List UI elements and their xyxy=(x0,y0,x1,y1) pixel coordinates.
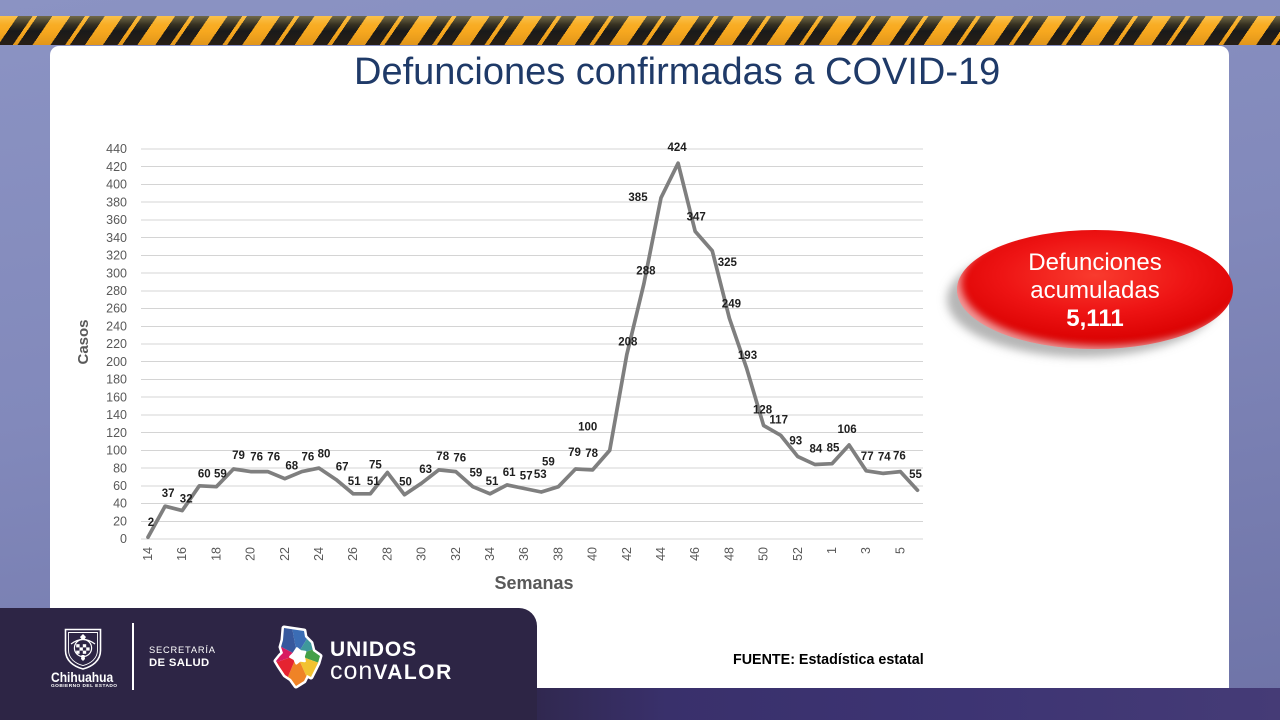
svg-text:76: 76 xyxy=(302,452,315,464)
svg-text:424: 424 xyxy=(668,142,688,154)
svg-text:140: 140 xyxy=(106,408,127,422)
svg-text:51: 51 xyxy=(486,476,499,488)
svg-text:22: 22 xyxy=(278,547,292,561)
svg-text:78: 78 xyxy=(436,451,449,463)
svg-text:50: 50 xyxy=(757,547,771,561)
svg-text:76: 76 xyxy=(267,452,280,464)
svg-text:59: 59 xyxy=(470,468,483,480)
svg-text:120: 120 xyxy=(106,426,127,440)
svg-text:117: 117 xyxy=(769,414,788,426)
svg-text:5: 5 xyxy=(893,547,907,554)
svg-text:37: 37 xyxy=(162,488,175,500)
svg-text:325: 325 xyxy=(718,257,738,269)
svg-text:30: 30 xyxy=(415,547,429,561)
svg-text:385: 385 xyxy=(628,192,648,204)
svg-text:79: 79 xyxy=(232,450,245,462)
svg-text:1: 1 xyxy=(825,547,839,554)
svg-text:74: 74 xyxy=(878,451,891,463)
svg-text:76: 76 xyxy=(453,453,466,465)
svg-text:300: 300 xyxy=(106,266,127,280)
svg-text:52: 52 xyxy=(791,547,805,561)
svg-text:38: 38 xyxy=(551,547,565,561)
svg-text:180: 180 xyxy=(106,373,127,387)
svg-text:160: 160 xyxy=(106,390,127,404)
svg-text:440: 440 xyxy=(106,142,127,156)
svg-text:128: 128 xyxy=(753,405,773,417)
svg-text:48: 48 xyxy=(722,547,736,561)
svg-text:347: 347 xyxy=(687,211,706,223)
svg-text:3: 3 xyxy=(859,547,873,554)
svg-text:59: 59 xyxy=(542,457,555,469)
svg-text:20: 20 xyxy=(113,515,127,529)
svg-text:340: 340 xyxy=(106,231,127,245)
svg-text:50: 50 xyxy=(399,477,412,489)
svg-text:78: 78 xyxy=(585,448,598,460)
svg-text:76: 76 xyxy=(250,452,263,464)
svg-text:36: 36 xyxy=(517,547,531,561)
svg-text:93: 93 xyxy=(789,436,802,448)
svg-text:46: 46 xyxy=(688,547,702,561)
svg-text:42: 42 xyxy=(620,547,634,561)
svg-text:14: 14 xyxy=(141,547,155,561)
svg-text:80: 80 xyxy=(318,449,331,461)
svg-text:63: 63 xyxy=(419,464,432,476)
svg-text:32: 32 xyxy=(180,494,193,506)
svg-text:0: 0 xyxy=(120,532,127,546)
svg-text:288: 288 xyxy=(636,266,656,278)
svg-text:18: 18 xyxy=(209,547,223,561)
svg-text:26: 26 xyxy=(346,547,360,561)
svg-text:57: 57 xyxy=(520,471,533,483)
svg-text:2: 2 xyxy=(148,517,154,529)
svg-text:44: 44 xyxy=(654,547,668,561)
svg-text:84: 84 xyxy=(810,444,823,456)
svg-text:75: 75 xyxy=(369,460,382,472)
svg-text:249: 249 xyxy=(722,298,741,310)
svg-text:53: 53 xyxy=(534,469,547,481)
svg-text:208: 208 xyxy=(618,337,638,349)
svg-text:51: 51 xyxy=(367,476,380,488)
svg-text:240: 240 xyxy=(106,320,127,334)
svg-text:61: 61 xyxy=(503,467,516,479)
svg-text:380: 380 xyxy=(106,195,127,209)
svg-text:40: 40 xyxy=(586,547,600,561)
svg-text:24: 24 xyxy=(312,547,326,561)
svg-text:60: 60 xyxy=(198,468,211,480)
svg-text:28: 28 xyxy=(380,547,394,561)
svg-text:320: 320 xyxy=(106,249,127,263)
svg-text:77: 77 xyxy=(861,451,874,463)
svg-text:106: 106 xyxy=(838,424,857,436)
svg-text:60: 60 xyxy=(113,479,127,493)
svg-text:34: 34 xyxy=(483,547,497,561)
svg-text:193: 193 xyxy=(738,350,757,362)
svg-text:360: 360 xyxy=(106,213,127,227)
svg-text:68: 68 xyxy=(285,461,298,473)
svg-text:Casos: Casos xyxy=(75,319,92,364)
svg-text:76: 76 xyxy=(893,451,906,463)
svg-text:220: 220 xyxy=(106,337,127,351)
svg-text:79: 79 xyxy=(568,447,581,459)
svg-text:40: 40 xyxy=(113,497,127,511)
svg-text:100: 100 xyxy=(578,421,597,433)
svg-text:80: 80 xyxy=(113,461,127,475)
svg-text:280: 280 xyxy=(106,284,127,298)
svg-text:Semanas: Semanas xyxy=(494,573,573,593)
svg-text:59: 59 xyxy=(214,469,227,481)
svg-text:32: 32 xyxy=(449,547,463,561)
svg-text:85: 85 xyxy=(827,443,840,455)
svg-text:400: 400 xyxy=(106,178,127,192)
svg-text:420: 420 xyxy=(106,160,127,174)
svg-text:260: 260 xyxy=(106,302,127,316)
svg-text:16: 16 xyxy=(175,547,189,561)
svg-text:20: 20 xyxy=(244,547,258,561)
svg-text:200: 200 xyxy=(106,355,127,369)
svg-text:100: 100 xyxy=(106,444,127,458)
svg-text:51: 51 xyxy=(348,476,361,488)
svg-text:55: 55 xyxy=(909,469,922,481)
svg-text:67: 67 xyxy=(336,462,349,474)
